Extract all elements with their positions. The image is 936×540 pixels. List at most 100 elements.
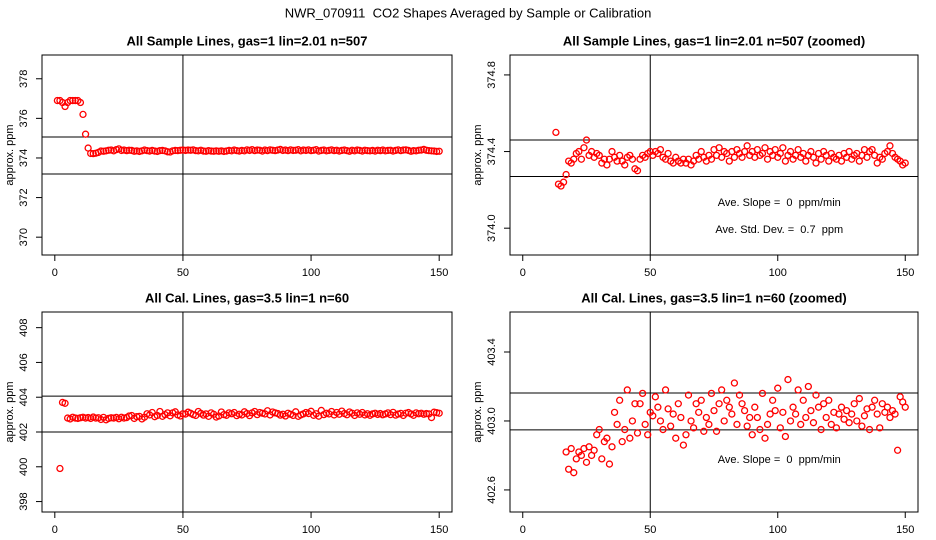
data-point (338, 146, 346, 155)
data-point (786, 417, 795, 425)
data-point (644, 431, 652, 439)
data-point (850, 400, 858, 408)
data-point (238, 146, 246, 155)
y-axis-label: approx. ppm (472, 381, 484, 442)
data-point (638, 389, 647, 398)
y-tick-label: 378 (18, 70, 30, 88)
data-point (79, 110, 87, 119)
data-point (66, 96, 74, 105)
data-point (179, 146, 187, 154)
data-point (361, 146, 369, 154)
data-point (384, 146, 392, 155)
data-point (641, 420, 649, 429)
data-point (692, 400, 700, 408)
data-point (570, 469, 578, 477)
data-point (848, 410, 856, 418)
data-point (779, 144, 787, 152)
data-point (552, 128, 560, 137)
data-point (299, 146, 308, 154)
data-point (901, 403, 909, 411)
x-tick-label: 100 (302, 267, 320, 279)
data-point (613, 157, 621, 165)
data-point (585, 443, 593, 451)
data-point (891, 410, 899, 418)
data-point (432, 147, 441, 156)
data-point (797, 420, 805, 429)
y-tick-label: 403.0 (486, 407, 498, 435)
data-point (659, 425, 667, 434)
data-point (366, 147, 374, 155)
data-point (738, 153, 746, 161)
data-point (76, 98, 85, 107)
x-tick-label: 100 (302, 524, 320, 536)
data-point (817, 425, 825, 434)
data-point (430, 147, 438, 155)
data-point (837, 403, 846, 411)
data-point (893, 446, 902, 454)
plot-frame (509, 54, 919, 256)
data-point (835, 410, 843, 418)
data-point (878, 155, 886, 163)
data-point (590, 446, 598, 454)
data-point (667, 422, 675, 430)
plot-frame (41, 311, 453, 513)
data-point (61, 399, 69, 407)
data-point (825, 396, 833, 404)
data-point (107, 414, 115, 422)
data-point (761, 434, 769, 442)
data-point (674, 400, 682, 408)
data-point (804, 382, 812, 391)
data-point (633, 429, 642, 437)
data-point (735, 391, 744, 399)
data-point (672, 434, 680, 442)
data-point (559, 178, 568, 186)
data-point (616, 396, 624, 404)
data-point (728, 410, 736, 418)
data-point (616, 151, 624, 160)
data-point (669, 410, 677, 418)
x-tick-label: 50 (177, 524, 189, 536)
y-tick-label: 408 (18, 318, 30, 336)
data-point (710, 406, 718, 415)
data-point (817, 155, 825, 163)
y-tick-label: 374.0 (486, 214, 498, 242)
y-tick-label: 404 (18, 388, 30, 406)
data-point (192, 146, 200, 155)
data-point (687, 417, 695, 425)
data-point (207, 147, 215, 155)
data-point (184, 146, 192, 154)
y-axis-label: approx. ppm (4, 124, 16, 185)
data-point (769, 396, 777, 404)
data-point (422, 146, 431, 154)
data-point (684, 391, 693, 399)
data-point (143, 146, 151, 155)
data-point (809, 153, 818, 161)
data-point (279, 146, 287, 155)
data-point (697, 396, 705, 404)
x-tick-label: 50 (177, 267, 189, 279)
y-tick-label: 370 (18, 228, 30, 246)
data-point (825, 157, 833, 165)
data-point (595, 425, 603, 434)
data-point (97, 147, 105, 155)
data-point (822, 413, 830, 422)
data-point (399, 146, 407, 154)
data-point (855, 157, 863, 165)
y-tick-label: 374.4 (486, 138, 498, 166)
data-point (425, 146, 433, 155)
data-point (794, 145, 802, 154)
data-point (623, 386, 631, 394)
plot-frame (41, 54, 453, 256)
data-point (733, 420, 741, 429)
data-point (363, 146, 372, 155)
data-point (210, 147, 218, 155)
data-point (171, 146, 179, 155)
data-point (268, 146, 277, 154)
plot-frame (509, 311, 919, 513)
data-point (758, 149, 767, 158)
data-point (409, 146, 418, 155)
data-point (664, 405, 672, 413)
data-point (873, 410, 881, 418)
data-point (781, 432, 790, 441)
data-point (781, 157, 790, 165)
